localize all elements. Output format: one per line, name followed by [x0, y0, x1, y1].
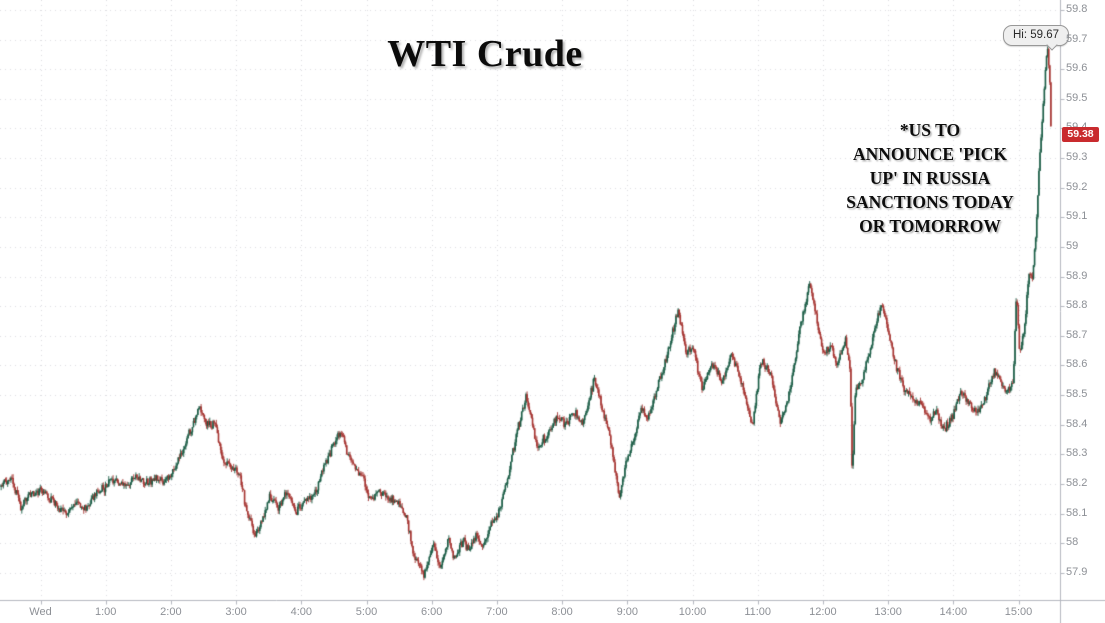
y-axis-label: 59.7 — [1066, 32, 1088, 45]
x-axis-label: 8:00 — [551, 606, 573, 618]
x-axis-label: 14:00 — [939, 606, 968, 618]
session-high-tooltip: Hi: 59.67 — [1003, 25, 1070, 46]
y-axis-label: 58.8 — [1066, 299, 1088, 312]
x-axis-label: 11:00 — [744, 606, 772, 618]
x-axis-label: 4:00 — [290, 606, 313, 618]
x-axis-label: 5:00 — [355, 606, 378, 618]
y-axis-label: 59.8 — [1066, 3, 1088, 15]
session-high-label: Hi: 59.67 — [1013, 29, 1060, 41]
y-axis-label: 58.3 — [1066, 447, 1088, 460]
y-axis-label: 59 — [1066, 239, 1079, 252]
y-axis-label: 58.1 — [1066, 506, 1088, 519]
x-axis-label: 15:00 — [1004, 606, 1033, 618]
y-axis-label: 57.9 — [1066, 565, 1088, 578]
y-axis-label: 58.4 — [1066, 417, 1088, 430]
x-axis-label: Wed — [29, 606, 52, 618]
x-axis-label: 1:00 — [94, 606, 117, 618]
x-axis-label: 12:00 — [809, 606, 837, 618]
news-annotation: *US TO ANNOUNCE 'PICK UP' IN RUSSIA SANC… — [846, 120, 1014, 236]
time-axis[interactable]: Wed 1:00 2:00 3:00 4:00 5:00 6:00 7:00 8:00 9:00 1… — [0, 601, 1105, 623]
y-axis-label: 58 — [1066, 536, 1079, 549]
y-axis-label: 59.2 — [1066, 180, 1088, 193]
x-axis-label: 2:00 — [160, 606, 182, 618]
chart-title: WTI Crude — [387, 33, 583, 75]
y-axis-label: 58.7 — [1066, 328, 1088, 341]
y-axis-label: 59.1 — [1066, 210, 1088, 223]
x-axis-label: 10:00 — [678, 606, 707, 618]
x-axis-label: 9:00 — [616, 606, 639, 618]
y-axis-label: 59.5 — [1066, 91, 1088, 104]
price-axis[interactable]: 59.859.759.659.559.459.359.259.15958.958… — [1060, 0, 1105, 600]
y-axis-label: 58.2 — [1066, 476, 1088, 489]
x-axis-label: 6:00 — [420, 606, 443, 618]
x-axis-label: 13:00 — [874, 606, 902, 618]
last-price-badge: 59.38 — [1062, 126, 1099, 142]
y-axis-label: 59.6 — [1066, 62, 1088, 75]
x-axis-label: 7:00 — [486, 606, 508, 618]
y-axis-label: 58.6 — [1066, 358, 1088, 371]
y-axis-label: 59.3 — [1066, 151, 1088, 164]
y-axis-label: 58.9 — [1066, 269, 1088, 282]
y-axis-label: 58.5 — [1066, 388, 1088, 401]
x-axis-label: 3:00 — [225, 606, 247, 618]
